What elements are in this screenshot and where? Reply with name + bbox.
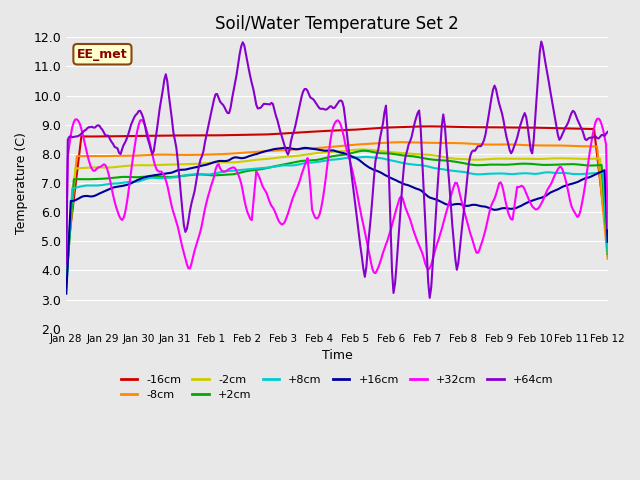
- Y-axis label: Temperature (C): Temperature (C): [15, 132, 28, 234]
- X-axis label: Time: Time: [321, 349, 353, 362]
- Title: Soil/Water Temperature Set 2: Soil/Water Temperature Set 2: [215, 15, 459, 33]
- Legend: -16cm, -8cm, -2cm, +2cm, +8cm, +16cm, +32cm, +64cm: -16cm, -8cm, -2cm, +2cm, +8cm, +16cm, +3…: [116, 370, 557, 405]
- Text: EE_met: EE_met: [77, 48, 128, 61]
